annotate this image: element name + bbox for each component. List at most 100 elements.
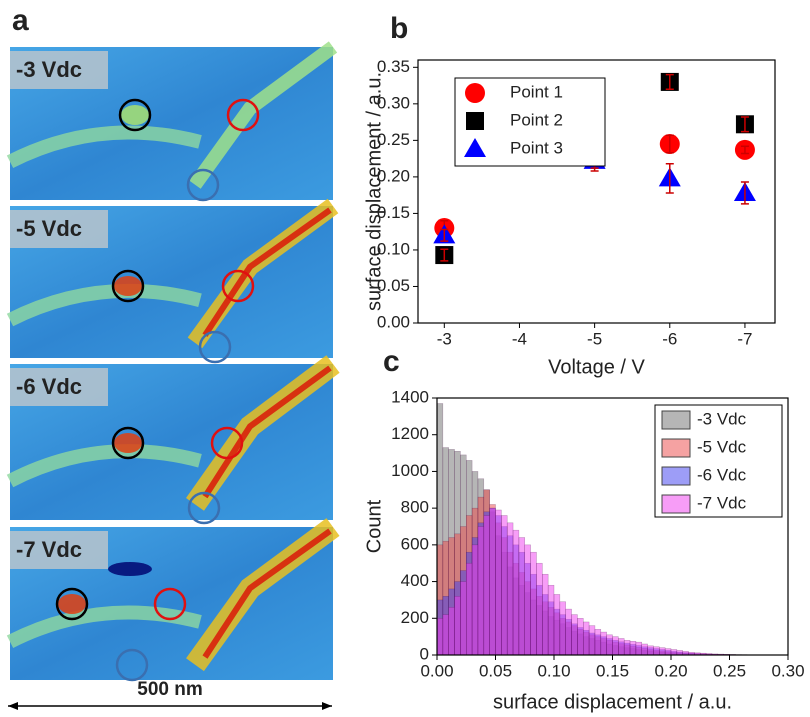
hot-spot bbox=[114, 276, 142, 296]
y-tick-label: 0.00 bbox=[377, 312, 410, 331]
y-tick-label: 0.25 bbox=[377, 130, 410, 149]
frame-label-bg bbox=[10, 210, 108, 248]
marker-circle bbox=[111, 269, 145, 303]
legend-swatch bbox=[661, 466, 691, 486]
marker-circle bbox=[111, 426, 145, 460]
x-tick-label: 0.15 bbox=[596, 661, 629, 680]
legend-swatch bbox=[661, 410, 691, 430]
y-tick-label: 400 bbox=[401, 571, 429, 590]
hist-bar bbox=[647, 645, 654, 656]
hist-bar bbox=[448, 607, 455, 656]
hist-bar bbox=[518, 537, 526, 656]
hist-bar bbox=[501, 515, 508, 656]
hist-bar bbox=[512, 529, 520, 656]
domain-wall bbox=[6, 444, 202, 488]
marker-circle bbox=[153, 587, 187, 621]
error-bar bbox=[665, 73, 674, 90]
legend-label: Point 2 bbox=[510, 110, 563, 129]
legend-swatch bbox=[661, 438, 691, 458]
hist-bar bbox=[565, 608, 572, 656]
hist-bar bbox=[571, 614, 578, 656]
frame-label-bg bbox=[10, 368, 108, 406]
y-tick-label: 1000 bbox=[391, 461, 429, 480]
error-bar bbox=[740, 116, 749, 133]
hist-bar bbox=[670, 649, 678, 656]
hist-bar bbox=[454, 596, 461, 656]
y-axis-title: surface displacement / a.u. bbox=[363, 72, 385, 311]
x-tick-label: 0.00 bbox=[420, 661, 453, 680]
domain-wall-core bbox=[202, 207, 332, 337]
hist-bar bbox=[530, 551, 537, 656]
hist-bar bbox=[583, 621, 590, 656]
hist-bar bbox=[659, 647, 666, 656]
marker-circle bbox=[186, 168, 220, 202]
marker-circle bbox=[115, 648, 149, 682]
hist-bar bbox=[442, 614, 449, 656]
legend-label: -7 Vdc bbox=[697, 493, 747, 512]
marker-circle bbox=[187, 491, 221, 525]
legend-label: -5 Vdc bbox=[697, 437, 747, 456]
hist-bar bbox=[436, 618, 444, 656]
marker-circle bbox=[226, 98, 260, 132]
y-axis-title: Count bbox=[363, 499, 385, 553]
hist-bar bbox=[664, 648, 672, 656]
hist-bar bbox=[524, 544, 531, 656]
hist-bar bbox=[477, 526, 485, 656]
marker-circle bbox=[55, 587, 89, 621]
x-tick-label: 0.10 bbox=[537, 661, 570, 680]
x-tick-label: -7 bbox=[737, 329, 752, 348]
hist-bar bbox=[588, 625, 596, 656]
marker-circle bbox=[118, 98, 152, 132]
hist-bar bbox=[466, 562, 473, 656]
frame-label-bg bbox=[10, 51, 108, 89]
hist-bar bbox=[641, 643, 648, 656]
legend-marker bbox=[466, 112, 484, 130]
legend-label: -3 Vdc bbox=[697, 409, 747, 428]
marker-circle bbox=[210, 426, 244, 460]
legend-label: Point 3 bbox=[510, 138, 563, 157]
error-bar bbox=[440, 228, 449, 242]
dark-spot bbox=[108, 562, 152, 576]
hist-bar bbox=[653, 646, 660, 656]
hist-bar bbox=[618, 638, 625, 656]
hist-bar bbox=[489, 507, 496, 656]
error-bar bbox=[740, 145, 749, 155]
y-tick-label: 0 bbox=[420, 644, 429, 663]
y-tick-label: 800 bbox=[401, 498, 429, 517]
frame-label-bg bbox=[10, 531, 108, 569]
hist-bar bbox=[623, 640, 631, 656]
hist-bar bbox=[594, 629, 602, 656]
plot-frame bbox=[436, 397, 789, 656]
hist-bar bbox=[559, 601, 566, 656]
y-tick-label: 0.10 bbox=[377, 239, 410, 258]
hist-bar bbox=[495, 509, 502, 656]
hist-bar bbox=[547, 584, 555, 656]
hist-bar bbox=[542, 573, 549, 656]
hist-bar bbox=[471, 544, 479, 656]
panel-label: c bbox=[383, 345, 400, 378]
hot-spot bbox=[114, 433, 142, 453]
legend-swatch bbox=[661, 494, 691, 514]
plot-frame bbox=[417, 59, 776, 324]
hist-bar bbox=[553, 594, 561, 656]
error-bar bbox=[740, 181, 749, 205]
error-bar bbox=[440, 248, 449, 262]
hist-bar bbox=[536, 562, 543, 656]
y-tick-label: 0.15 bbox=[377, 203, 410, 222]
y-tick-label: 0.35 bbox=[377, 57, 410, 76]
legend-label: -6 Vdc bbox=[697, 465, 747, 484]
frame-label: -6 Vdc bbox=[16, 374, 82, 399]
x-tick-label: 0.05 bbox=[479, 661, 512, 680]
hist-bar bbox=[600, 631, 607, 656]
hist-bar bbox=[635, 641, 643, 656]
scale-bar-label: 500 nm bbox=[137, 679, 202, 700]
y-tick-label: 0.05 bbox=[377, 276, 410, 295]
x-tick-label: 0.30 bbox=[771, 661, 804, 680]
error-bar bbox=[665, 134, 674, 154]
legend-marker bbox=[465, 83, 485, 103]
panel-label: b bbox=[390, 12, 408, 45]
x-tick-label: -5 bbox=[587, 329, 602, 348]
domain-wall-core bbox=[202, 365, 332, 499]
hist-bar bbox=[676, 650, 683, 656]
